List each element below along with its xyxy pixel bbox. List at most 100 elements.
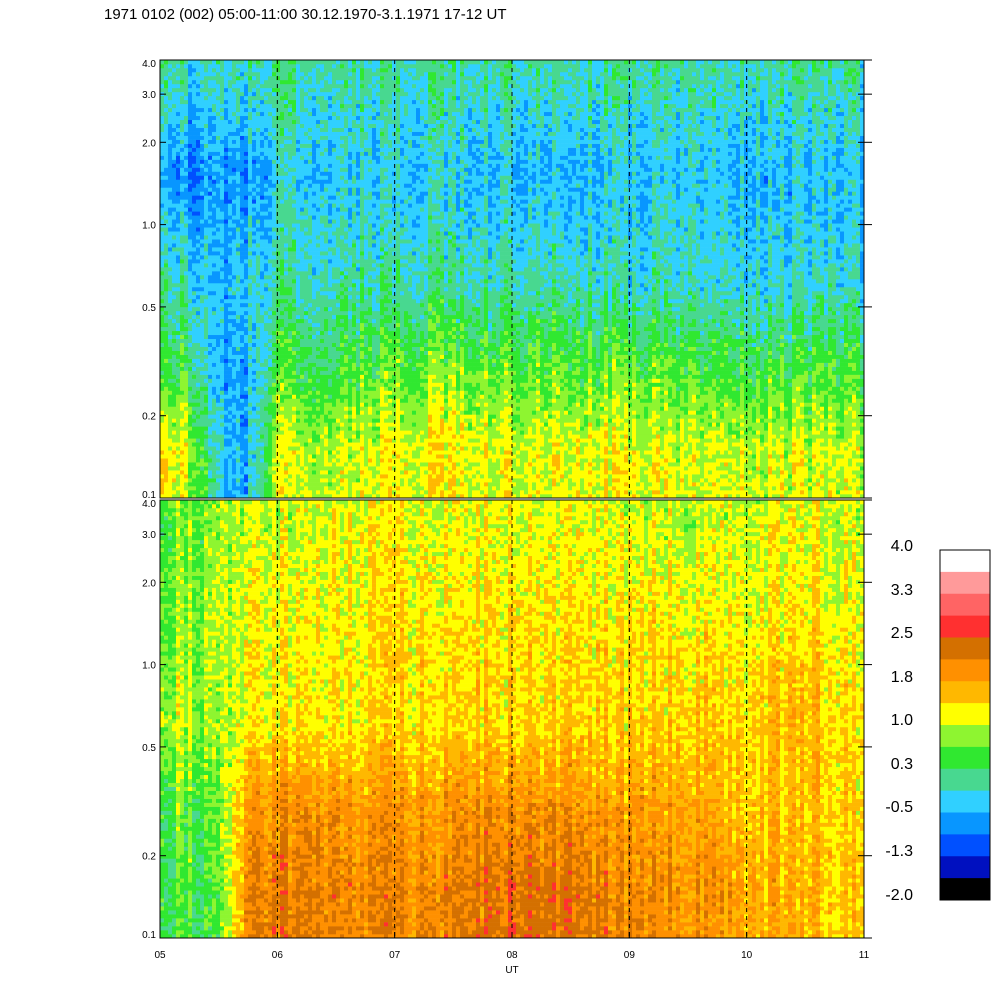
heatmap-cell bbox=[272, 494, 277, 499]
heatmap-cell bbox=[340, 346, 345, 351]
heatmap-cell bbox=[220, 99, 225, 105]
heatmap-cell bbox=[336, 390, 341, 395]
heatmap-cell bbox=[260, 151, 265, 156]
heatmap-cell bbox=[220, 306, 225, 312]
heatmap-cell bbox=[336, 155, 341, 160]
heatmap-cell bbox=[292, 490, 297, 495]
heatmap-cell bbox=[296, 330, 301, 336]
heatmap-cell bbox=[176, 370, 181, 375]
heatmap-cell bbox=[264, 107, 269, 113]
heatmap-cell bbox=[264, 227, 269, 232]
heatmap-cell bbox=[216, 155, 221, 160]
heatmap-cell bbox=[292, 279, 297, 284]
heatmap-cell bbox=[244, 450, 249, 455]
heatmap-cell bbox=[320, 103, 325, 109]
heatmap-cell bbox=[212, 354, 217, 359]
heatmap-cell bbox=[320, 370, 325, 375]
heatmap-cell bbox=[264, 211, 269, 216]
heatmap-cell bbox=[236, 227, 241, 232]
heatmap-cell bbox=[160, 398, 165, 403]
heatmap-cell bbox=[324, 410, 329, 415]
heatmap-cell bbox=[272, 231, 277, 236]
heatmap-cell bbox=[244, 123, 249, 128]
heatmap-cell bbox=[188, 195, 193, 200]
heatmap-cell bbox=[204, 294, 209, 300]
heatmap-cell bbox=[240, 215, 245, 220]
heatmap-cell bbox=[296, 267, 301, 272]
heatmap-cell bbox=[228, 219, 233, 224]
heatmap-cell bbox=[228, 302, 233, 308]
heatmap-cell bbox=[236, 338, 241, 344]
heatmap-cell bbox=[244, 243, 249, 248]
heatmap-cell bbox=[240, 334, 245, 340]
heatmap-cell bbox=[332, 398, 337, 403]
heatmap-cell bbox=[280, 426, 285, 431]
heatmap-cell bbox=[280, 211, 285, 216]
heatmap-cell bbox=[244, 314, 249, 320]
heatmap-cell bbox=[188, 346, 193, 351]
heatmap-cell bbox=[288, 430, 293, 435]
heatmap-cell bbox=[216, 406, 221, 411]
heatmap-cell bbox=[236, 282, 241, 288]
heatmap-cell bbox=[188, 255, 193, 260]
heatmap-cell bbox=[212, 490, 217, 495]
heatmap-cell bbox=[204, 318, 209, 324]
heatmap-cell bbox=[260, 195, 265, 200]
heatmap-cell bbox=[304, 382, 309, 387]
heatmap-cell bbox=[336, 71, 341, 77]
heatmap-cell bbox=[208, 219, 213, 224]
heatmap-cell bbox=[216, 338, 221, 344]
heatmap-cell bbox=[308, 450, 313, 455]
heatmap-cell bbox=[336, 366, 341, 371]
heatmap-cell bbox=[228, 374, 233, 379]
heatmap-cell bbox=[184, 95, 189, 101]
heatmap-cell bbox=[232, 382, 237, 387]
heatmap-cell bbox=[244, 111, 249, 117]
heatmap-cell bbox=[300, 438, 305, 443]
heatmap-cell bbox=[328, 91, 333, 97]
heatmap-cell bbox=[232, 490, 237, 495]
heatmap-cell bbox=[204, 123, 209, 128]
heatmap-cell bbox=[160, 111, 165, 117]
heatmap-cell bbox=[316, 219, 321, 224]
heatmap-cell bbox=[208, 263, 213, 268]
heatmap-cell bbox=[216, 83, 221, 89]
heatmap-cell bbox=[216, 60, 221, 65]
heatmap-cell bbox=[172, 390, 177, 395]
heatmap-cell bbox=[260, 450, 265, 455]
heatmap-cell bbox=[324, 63, 329, 69]
heatmap-cell bbox=[336, 282, 341, 288]
heatmap-cell bbox=[336, 67, 341, 73]
heatmap-cell bbox=[172, 251, 177, 256]
heatmap-cell bbox=[340, 442, 345, 447]
heatmap-cell bbox=[228, 203, 233, 208]
heatmap-cell bbox=[316, 251, 321, 256]
heatmap-cell bbox=[184, 446, 189, 451]
heatmap-cell bbox=[340, 370, 345, 375]
heatmap-cell bbox=[168, 466, 173, 471]
heatmap-cell bbox=[196, 219, 201, 224]
heatmap-cell bbox=[224, 438, 229, 443]
heatmap-cell bbox=[168, 374, 173, 379]
heatmap-cell bbox=[292, 410, 297, 415]
heatmap-cell bbox=[320, 203, 325, 208]
heatmap-cell bbox=[288, 219, 293, 224]
heatmap-cell bbox=[252, 139, 257, 144]
heatmap-cell bbox=[228, 183, 233, 188]
heatmap-cell bbox=[240, 259, 245, 264]
heatmap-cell bbox=[172, 279, 177, 284]
heatmap-cell bbox=[312, 63, 317, 69]
heatmap-cell bbox=[276, 394, 281, 399]
heatmap-cell bbox=[164, 151, 169, 156]
heatmap-cell bbox=[216, 167, 221, 172]
heatmap-cell bbox=[188, 490, 193, 495]
heatmap-cell bbox=[196, 442, 201, 447]
heatmap-cell bbox=[320, 215, 325, 220]
heatmap-cell bbox=[200, 239, 205, 244]
heatmap-cell bbox=[280, 227, 285, 232]
heatmap-cell bbox=[208, 418, 213, 423]
heatmap-cell bbox=[236, 243, 241, 248]
heatmap-cell bbox=[308, 60, 313, 65]
heatmap-cell bbox=[268, 223, 273, 228]
heatmap-cell bbox=[164, 318, 169, 324]
